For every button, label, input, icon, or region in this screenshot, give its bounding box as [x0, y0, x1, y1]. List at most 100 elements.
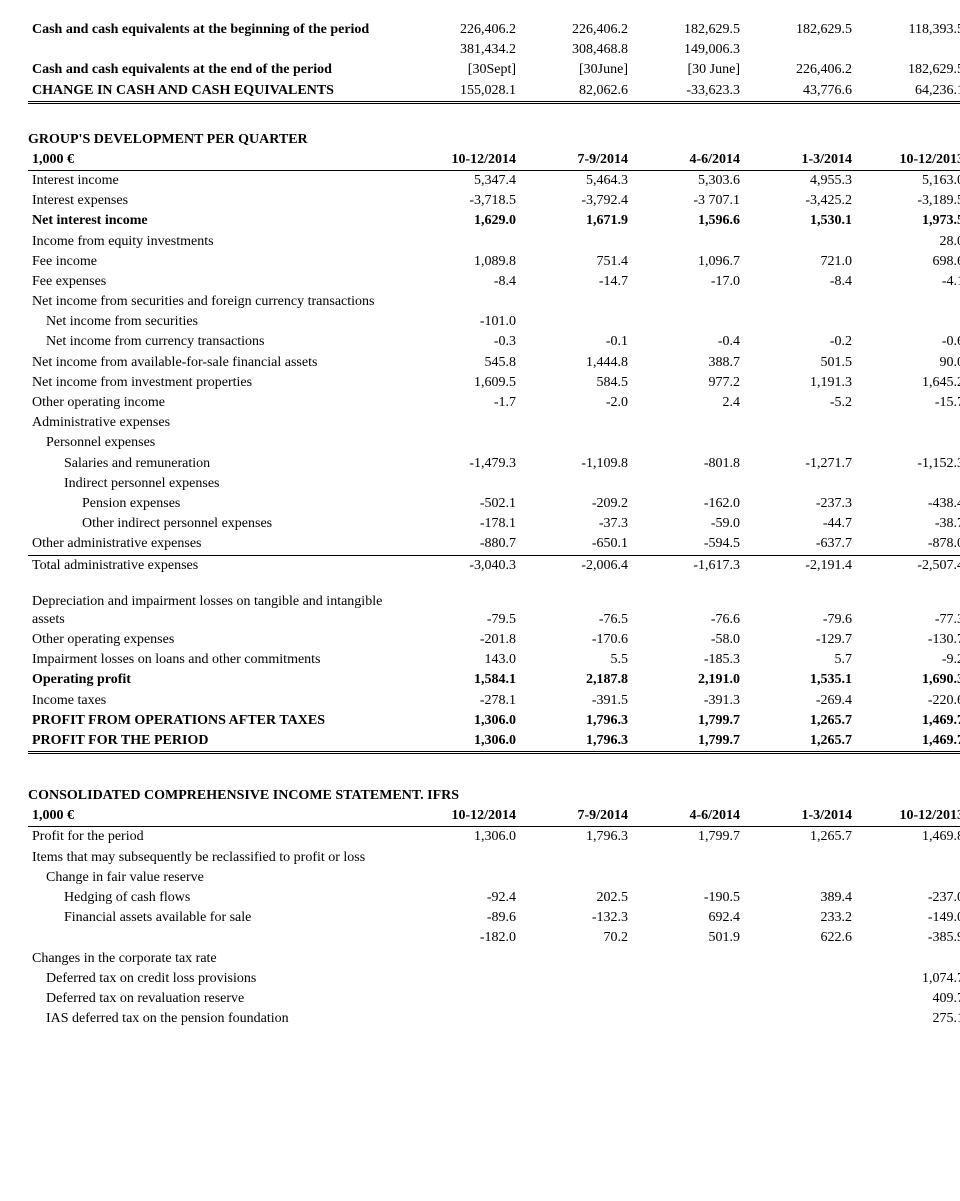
row-label: Deferred tax on credit loss provisions	[28, 969, 408, 989]
table-col-header: 10-12/2013	[856, 150, 960, 171]
cash-label: Cash and cash equivalents at the beginni…	[28, 20, 408, 40]
row-value: -130.7	[856, 630, 960, 650]
row-value	[744, 232, 856, 252]
row-value: -185.3	[632, 650, 744, 670]
row-value: 409.7	[856, 989, 960, 1009]
row-value: -0.1	[520, 332, 632, 352]
row-value: -1,479.3	[408, 454, 520, 474]
row-label: Income taxes	[28, 691, 408, 711]
row-label: Total administrative expenses	[28, 555, 408, 576]
row-value: -880.7	[408, 534, 520, 555]
row-value	[744, 848, 856, 868]
row-value: 4,955.3	[744, 170, 856, 191]
row-value	[408, 1009, 520, 1029]
row-label: Changes in the corporate tax rate	[28, 949, 408, 969]
row-value	[632, 1009, 744, 1029]
row-value	[632, 433, 744, 453]
row-value: -391.5	[520, 691, 632, 711]
row-value: -17.0	[632, 272, 744, 292]
row-value	[520, 868, 632, 888]
cash-cell: [30Sept]	[408, 60, 520, 80]
row-label: PROFIT FROM OPERATIONS AFTER TAXES	[28, 711, 408, 731]
cash-cell	[856, 40, 960, 60]
row-value: -2.0	[520, 393, 632, 413]
table-col-header: 7-9/2014	[520, 150, 632, 171]
row-value: -438.4	[856, 494, 960, 514]
table-col-header: 1-3/2014	[744, 806, 856, 827]
row-value	[408, 949, 520, 969]
row-value: -3,792.4	[520, 191, 632, 211]
row-value: -44.7	[744, 514, 856, 534]
row-value: 1,469.7	[856, 731, 960, 753]
row-label: Fee expenses	[28, 272, 408, 292]
row-value: 1,796.3	[520, 827, 632, 848]
row-value	[520, 292, 632, 312]
row-label: Other operating expenses	[28, 630, 408, 650]
cash-label: Cash and cash equivalents at the end of …	[28, 60, 408, 80]
row-value: 751.4	[520, 252, 632, 272]
row-value: -391.3	[632, 691, 744, 711]
row-value	[520, 413, 632, 433]
row-value: -237.3	[744, 494, 856, 514]
row-value: 202.5	[520, 888, 632, 908]
row-value: -190.5	[632, 888, 744, 908]
row-value: 1,584.1	[408, 670, 520, 690]
row-value: -650.1	[520, 534, 632, 555]
row-value: 977.2	[632, 373, 744, 393]
row-value	[632, 989, 744, 1009]
comp-title: CONSOLIDATED COMPREHENSIVE INCOME STATEM…	[28, 788, 932, 804]
row-value: -878.0	[856, 534, 960, 555]
row-value: 5,464.3	[520, 170, 632, 191]
row-value: -92.4	[408, 888, 520, 908]
row-value: -594.5	[632, 534, 744, 555]
cash-cell: 226,406.2	[520, 20, 632, 40]
row-value	[632, 292, 744, 312]
row-value: -8.4	[408, 272, 520, 292]
row-value	[856, 413, 960, 433]
row-value: -278.1	[408, 691, 520, 711]
comp-table: 1,000 €10-12/20147-9/20144-6/20141-3/201…	[28, 806, 960, 1029]
row-value	[520, 474, 632, 494]
row-value	[520, 848, 632, 868]
row-value	[632, 969, 744, 989]
row-value: -4.1	[856, 272, 960, 292]
row-value	[856, 474, 960, 494]
row-value: 1,799.7	[632, 731, 744, 753]
row-value	[408, 969, 520, 989]
row-value: 1,645.2	[856, 373, 960, 393]
row-value: 2,191.0	[632, 670, 744, 690]
row-label: IAS deferred tax on the pension foundati…	[28, 1009, 408, 1029]
row-value: 1,306.0	[408, 731, 520, 753]
row-label: Salaries and remuneration	[28, 454, 408, 474]
row-value: -3,425.2	[744, 191, 856, 211]
row-value: -0.3	[408, 332, 520, 352]
cash-cell: 82,062.6	[520, 81, 632, 103]
row-value: -0.6	[856, 332, 960, 352]
row-value	[408, 868, 520, 888]
row-value: -269.4	[744, 691, 856, 711]
cash-cell: 155,028.1	[408, 81, 520, 103]
row-value	[744, 292, 856, 312]
cash-cell: 118,393.5	[856, 20, 960, 40]
cash-cell: [30June]	[520, 60, 632, 80]
row-value: 1,690.3	[856, 670, 960, 690]
row-value: -637.7	[744, 534, 856, 555]
row-value	[408, 989, 520, 1009]
row-label: Other operating income	[28, 393, 408, 413]
cash-cell: 182,629.5	[632, 20, 744, 40]
row-value	[744, 433, 856, 453]
row-label: Impairment losses on loans and other com…	[28, 650, 408, 670]
row-value: 389.4	[744, 888, 856, 908]
row-value: 501.9	[632, 928, 744, 948]
row-value: 5,303.6	[632, 170, 744, 191]
row-value: -149.0	[856, 908, 960, 928]
table-col-header: 10-12/2013	[856, 806, 960, 827]
row-value: -58.0	[632, 630, 744, 650]
row-value: -801.8	[632, 454, 744, 474]
cash-cell: 226,406.2	[744, 60, 856, 80]
row-value: -3,718.5	[408, 191, 520, 211]
cash-table: Cash and cash equivalents at the beginni…	[28, 20, 960, 104]
row-value: -76.6	[632, 592, 744, 630]
table-col-header: 4-6/2014	[632, 806, 744, 827]
row-value	[520, 312, 632, 332]
